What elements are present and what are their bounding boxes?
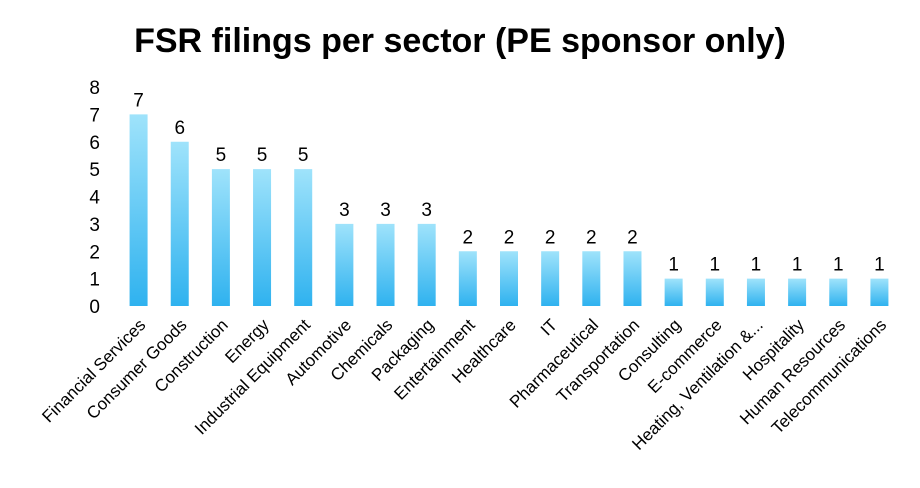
y-tick-label: 7 (89, 105, 100, 126)
bar (500, 251, 518, 306)
bar-data-label: 5 (257, 145, 268, 166)
bar-data-label: 6 (174, 118, 185, 139)
y-tick-label: 6 (89, 133, 100, 154)
bar (788, 278, 807, 306)
bar (170, 141, 189, 306)
bar-data-label: 1 (751, 255, 762, 276)
bar (829, 278, 848, 306)
y-tick-label: 5 (89, 160, 100, 181)
bar-data-label: 7 (133, 90, 144, 111)
y-tick-label: 1 (89, 270, 100, 291)
y-tick-label: 3 (89, 215, 100, 236)
bar (746, 278, 765, 306)
bar (253, 169, 272, 306)
bar-data-label: 2 (504, 227, 515, 248)
y-tick-label: 2 (89, 242, 100, 263)
y-tick-label: 0 (89, 297, 100, 318)
bar-data-label: 1 (792, 255, 803, 276)
bar (870, 278, 889, 306)
x-category-label: IT (537, 315, 561, 339)
bar-data-label: 2 (463, 227, 474, 248)
bar (335, 223, 354, 306)
y-tick-label: 8 (89, 78, 100, 99)
bar (458, 251, 477, 306)
y-tick-label: 4 (89, 188, 100, 209)
bar-data-label: 2 (586, 227, 597, 248)
bar-data-label: 1 (710, 255, 721, 276)
bar-data-label: 1 (874, 255, 885, 276)
data-labels: 7 6 5 5 5 3 3 3 2 2 2 2 2 1 1 1 1 1 1 (133, 90, 884, 275)
bar-data-label: 5 (216, 145, 227, 166)
bar (129, 114, 148, 306)
bar (623, 251, 642, 306)
bar-data-label: 3 (421, 200, 432, 221)
y-axis: 0 1 2 3 4 5 6 7 8 (89, 78, 100, 318)
bar-data-label: 1 (833, 255, 844, 276)
bar (582, 251, 601, 306)
bar (705, 278, 724, 306)
bar-series (129, 114, 889, 306)
bar (664, 278, 683, 306)
bar (541, 251, 560, 306)
bar-data-label: 3 (339, 200, 350, 221)
chart-title: FSR filings per sector (PE sponsor only) (134, 22, 786, 60)
bar (294, 169, 313, 306)
bar (417, 223, 436, 306)
bar-data-label: 1 (668, 255, 679, 276)
bar-data-label: 2 (545, 227, 556, 248)
bar-data-label: 3 (380, 200, 391, 221)
bar-data-label: 2 (627, 227, 638, 248)
bar (211, 169, 230, 306)
bar-data-label: 5 (298, 145, 309, 166)
bar (376, 223, 395, 306)
